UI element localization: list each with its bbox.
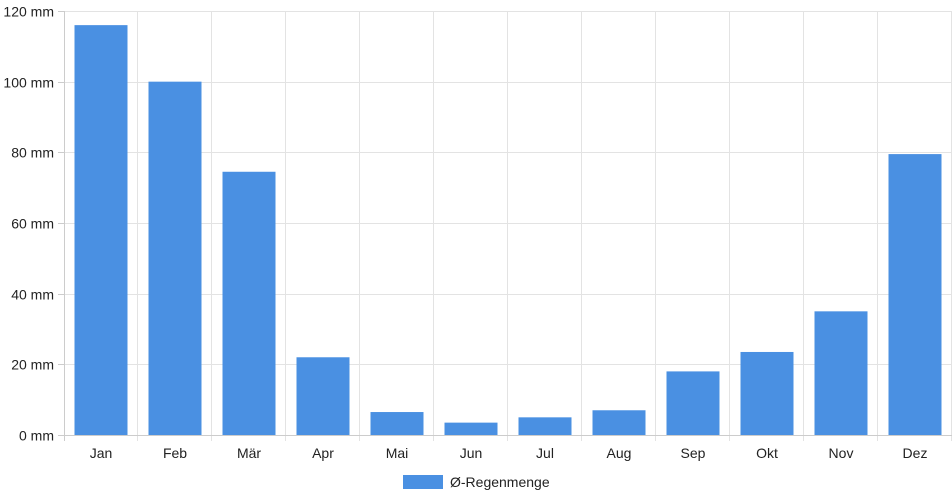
bar-feb xyxy=(148,81,202,436)
bar-sep xyxy=(666,371,720,435)
bar-mär xyxy=(222,171,276,435)
x-axis-tick-label: Mär xyxy=(237,445,261,461)
bar-series xyxy=(74,25,942,436)
legend-label: Ø-Regenmenge xyxy=(450,474,550,490)
bar-aug xyxy=(592,410,646,435)
bar-jun xyxy=(444,422,498,435)
y-axis-tick-label: 60 mm xyxy=(11,216,54,232)
x-axis-tick-label: Okt xyxy=(756,445,778,461)
bar-okt xyxy=(740,351,794,435)
y-axis-tick-label: 20 mm xyxy=(11,357,54,373)
x-axis-tick-label: Jul xyxy=(536,445,554,461)
y-axis-tick-label: 0 mm xyxy=(19,428,54,444)
x-axis-tick-label: Aug xyxy=(607,445,632,461)
y-axis-tick-label: 120 mm xyxy=(3,4,54,20)
bar-dez xyxy=(888,154,942,435)
bar-jul xyxy=(518,417,572,435)
y-axis-tick-label: 100 mm xyxy=(3,75,54,91)
bar-jan xyxy=(74,25,128,436)
x-axis-tick-labels: Jan Feb Mär Apr Mai Jun Jul Aug Sep Okt Nov Dez xyxy=(90,445,928,461)
x-axis-tick-label: Dez xyxy=(903,445,928,461)
bar-mai xyxy=(370,412,424,435)
bar-nov xyxy=(814,311,868,435)
bar-apr xyxy=(296,357,350,435)
y-axis-tick-label: 80 mm xyxy=(11,145,54,161)
axes xyxy=(58,11,952,441)
y-axis-tick-labels: 0 mm 20 mm 40 mm 60 mm 80 mm 100 mm 120 mm xyxy=(3,4,54,444)
y-axis-tick-label: 40 mm xyxy=(11,287,54,303)
x-axis-tick-label: Feb xyxy=(163,445,187,461)
x-axis-tick-label: Nov xyxy=(829,445,854,461)
legend-swatch xyxy=(403,475,443,489)
x-axis-tick-label: Apr xyxy=(312,445,334,461)
x-axis-tick-label: Sep xyxy=(681,445,706,461)
x-axis-tick-label: Jan xyxy=(90,445,113,461)
x-axis-tick-label: Mai xyxy=(386,445,409,461)
chart-legend[interactable]: Ø-Regenmenge xyxy=(403,474,550,490)
x-axis-tick-label: Jun xyxy=(460,445,483,461)
